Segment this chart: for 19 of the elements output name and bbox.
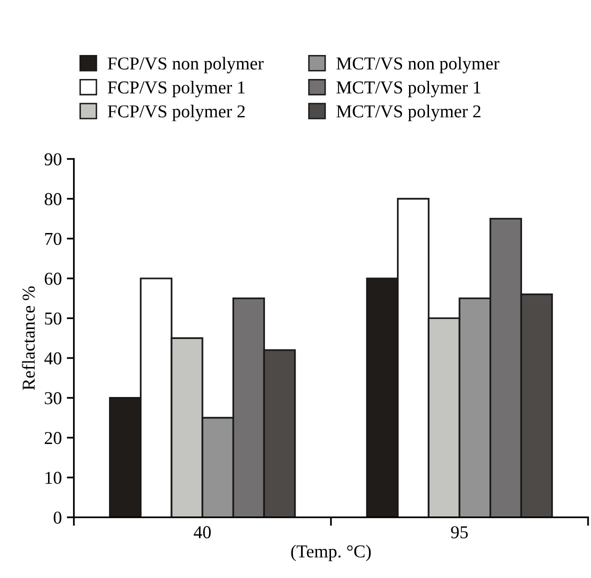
y-tick-label: 40 — [44, 352, 62, 364]
x-tick-label: 95 — [451, 526, 468, 538]
y-tick-label: 0 — [54, 512, 62, 524]
y-tick-label: 20 — [44, 432, 62, 444]
y-tick-label: 80 — [44, 193, 62, 206]
legend-label: FCP/VS polymer 1 — [108, 80, 245, 98]
y-axis-title: Reflactance % — [22, 286, 35, 390]
y-tick-label: 60 — [44, 272, 62, 285]
legend-label: MCT/VS polymer 2 — [336, 104, 480, 122]
legend-label: MCT/VS non polymer — [336, 56, 500, 74]
legend-label: FCP/VS non polymer — [108, 56, 264, 74]
x-axis-title: (Temp. °C) — [291, 544, 371, 562]
y-tick-label: 70 — [45, 232, 62, 246]
legend-label: FCP/VS polymer 2 — [108, 104, 245, 122]
y-tick-label: 10 — [46, 472, 62, 484]
y-tick-label: 30 — [44, 392, 62, 404]
y-tick-label: 50 — [45, 312, 62, 325]
legend-label: MCT/VS polymer 1 — [336, 80, 480, 98]
y-tick-label: 90 — [44, 153, 62, 166]
